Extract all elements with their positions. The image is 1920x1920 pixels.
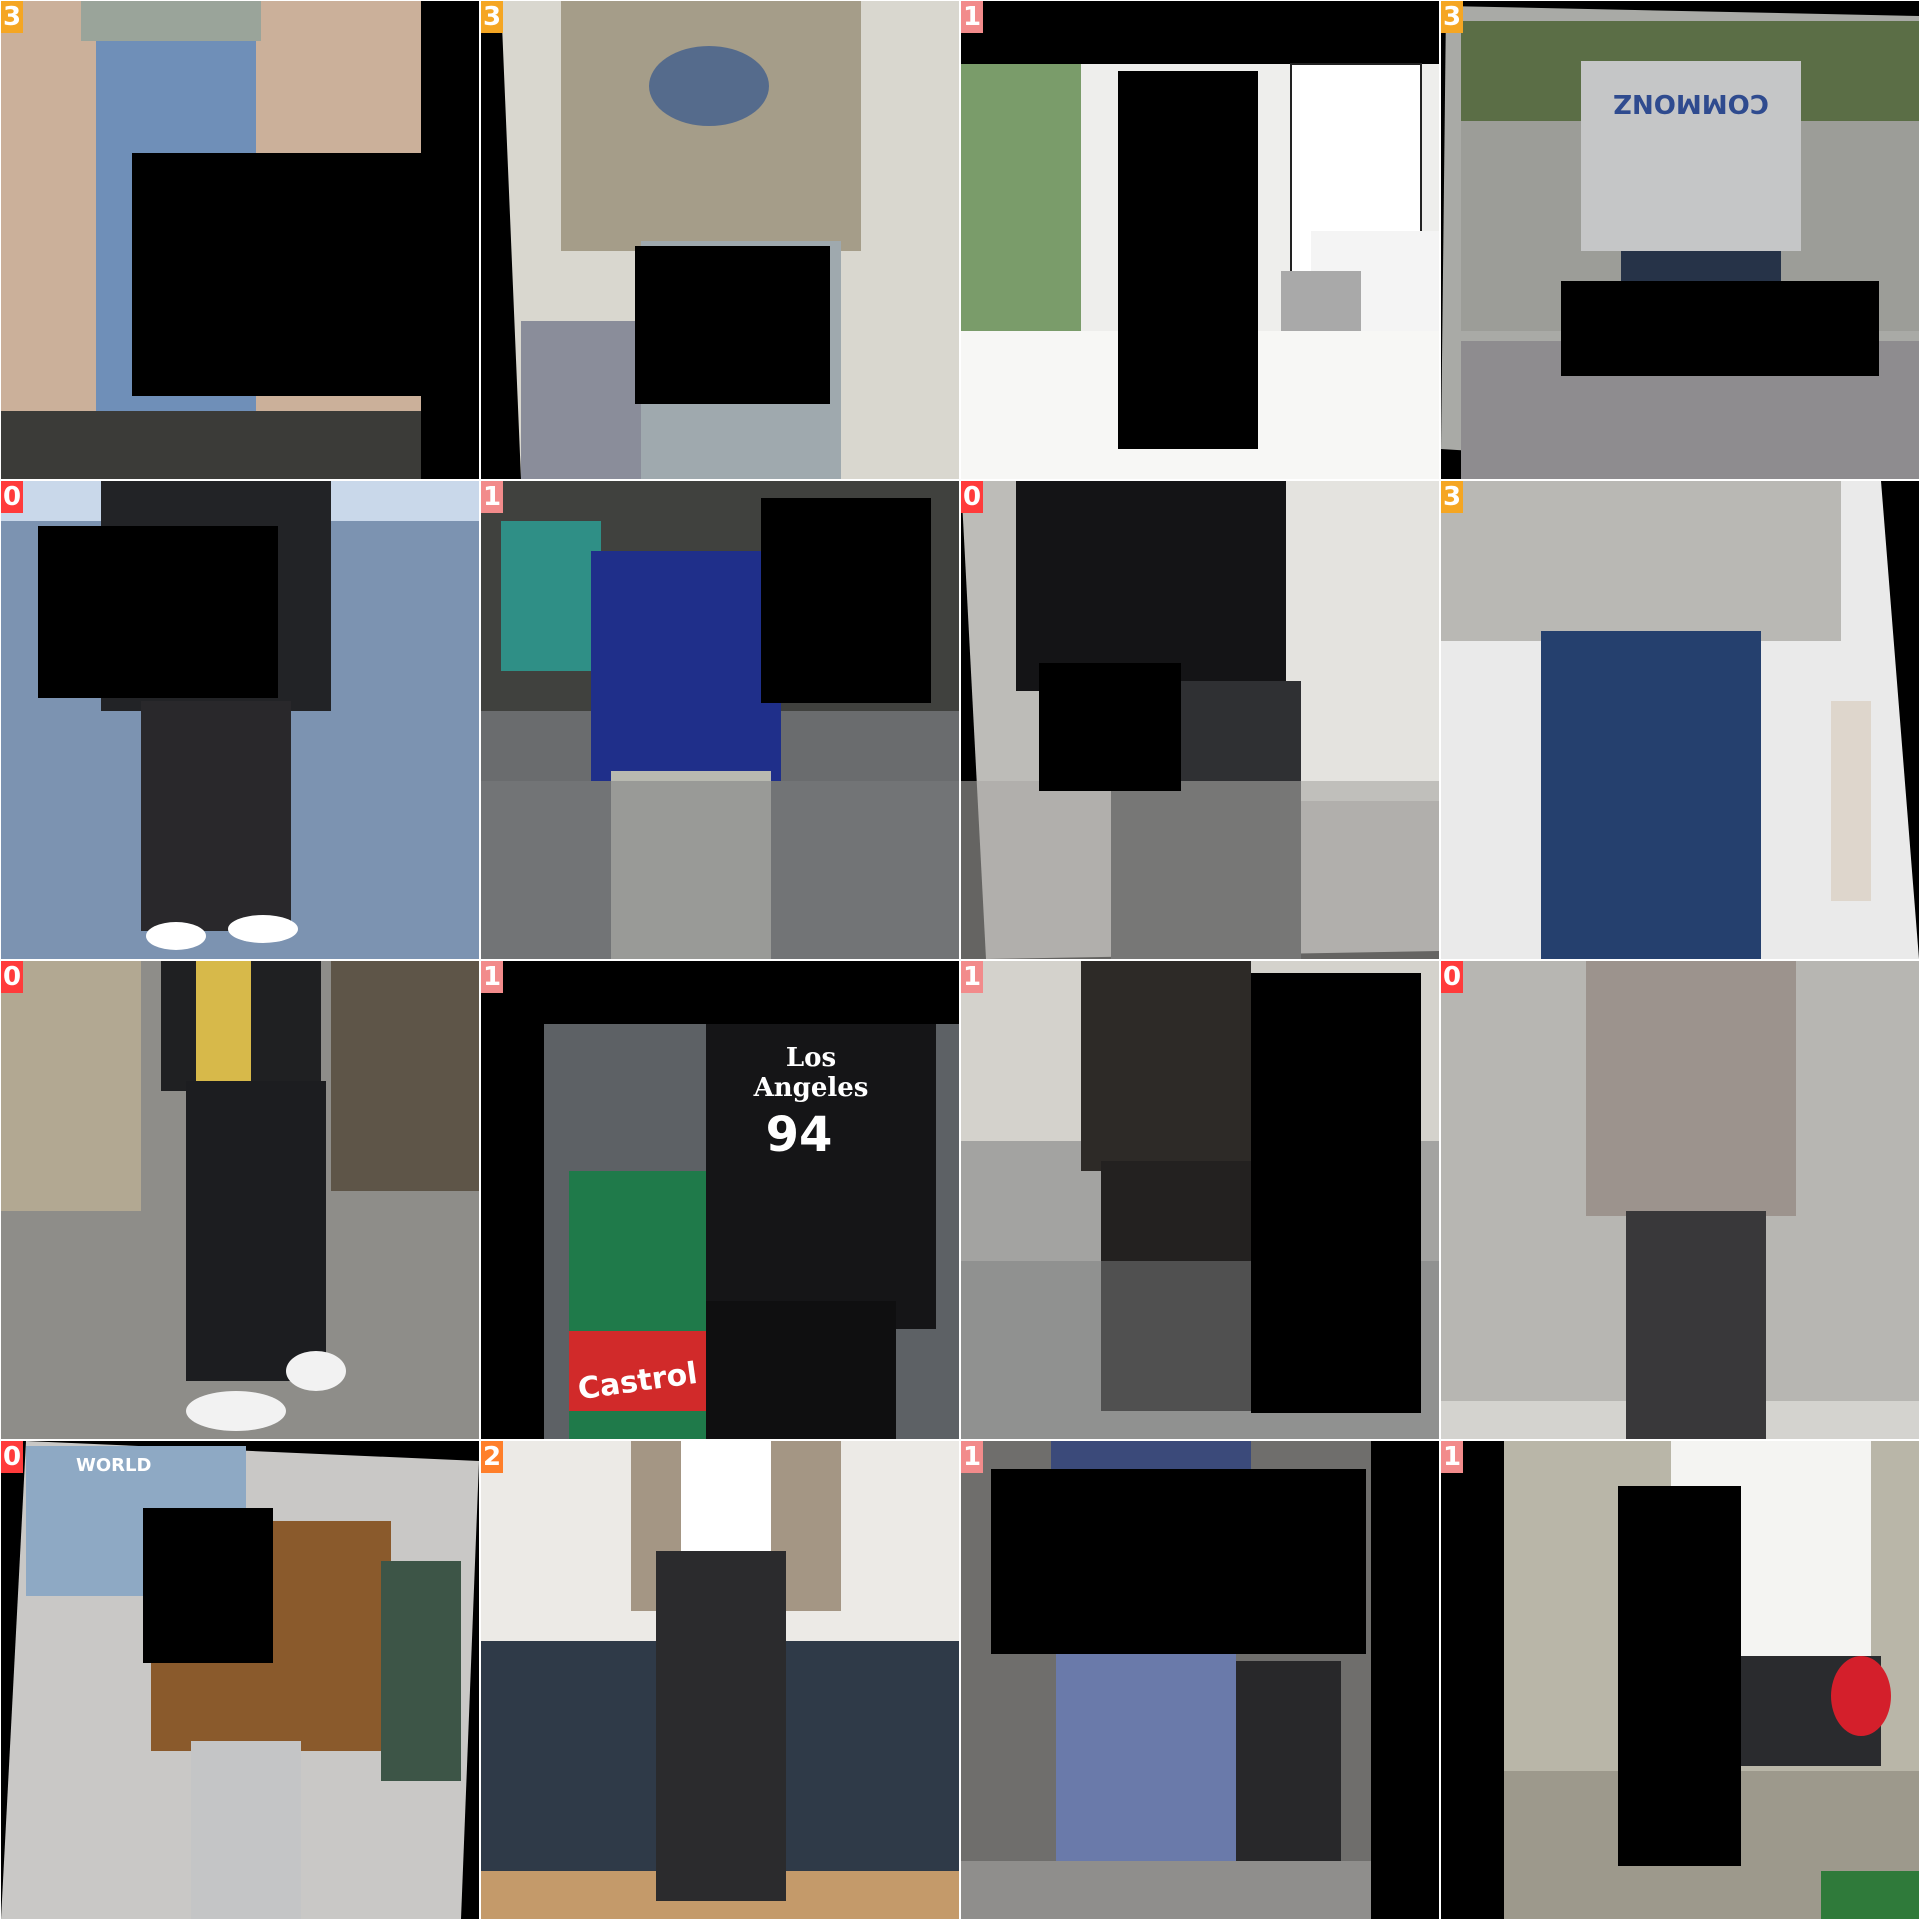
label-badge: 1 <box>961 1 983 33</box>
photo-tile: 3 <box>1 1 479 479</box>
photo-la-jersey-drum: Castrol Los Angeles 94 <box>481 961 959 1439</box>
redaction-box <box>1039 663 1181 791</box>
photo-tile: 1 <box>481 481 959 959</box>
label-badge: 3 <box>1 1 23 33</box>
photo-tile: WORLD 0 <box>1 1441 479 1919</box>
label-badge: 3 <box>1441 1 1463 33</box>
redaction-box <box>1618 1486 1741 1866</box>
photo-tile: 1 <box>961 1441 1439 1919</box>
photo-tile: 0 <box>1 961 479 1439</box>
photo-beige-puffer-concrete <box>1441 961 1919 1439</box>
redaction-box <box>1251 973 1421 1413</box>
redaction-box <box>635 246 830 404</box>
label-badge: 1 <box>961 961 983 993</box>
photo-tile: Castrol Los Angeles 94 1 <box>481 961 959 1439</box>
label-badge: 1 <box>1441 1441 1463 1473</box>
redaction-box <box>1561 281 1879 376</box>
label-badge: 3 <box>1441 481 1463 513</box>
photo-black-puffer-corridor <box>961 481 1439 959</box>
photo-yellow-shirt-black-pants <box>1 961 479 1439</box>
photo-tile: 0 <box>1441 961 1919 1439</box>
label-badge: 1 <box>481 481 503 513</box>
redaction-box <box>132 153 422 396</box>
jersey-text-line2: Angeles <box>753 1073 869 1103</box>
photo-tile: 0 <box>961 481 1439 959</box>
photo-blazer-sofa <box>481 1441 959 1919</box>
label-badge: 0 <box>1441 961 1463 993</box>
photo-tile: 1 <box>961 961 1439 1439</box>
label-badge: 1 <box>481 961 503 993</box>
photo-grey-sweater-jeans <box>1441 481 1919 959</box>
redaction-box <box>143 1508 273 1663</box>
jersey-number-text: 94 <box>766 1107 833 1163</box>
photo-tile: 0 <box>1 481 479 959</box>
label-badge: 0 <box>1 481 23 513</box>
photo-tile: 2 <box>481 1441 959 1919</box>
photo-navy-hoodie <box>481 481 959 959</box>
redaction-box <box>1118 71 1258 449</box>
sweatshirt-print-text: COMMONZ <box>1613 88 1769 118</box>
label-badge: 0 <box>1 1441 23 1473</box>
redaction-box <box>38 526 278 698</box>
label-badge: 2 <box>481 1441 503 1473</box>
photo-tile: COMMONZ 3 <box>1441 1 1919 479</box>
photo-graphic-sweatshirt <box>481 1 959 479</box>
redaction-box <box>761 498 931 703</box>
storefront-sign-text: WORLD <box>76 1455 151 1476</box>
photo-tile: 1 <box>1441 1441 1919 1919</box>
label-badge: 1 <box>961 1441 983 1473</box>
redaction-box <box>991 1469 1366 1654</box>
photo-tile: 3 <box>481 1 959 479</box>
photo-tile: 3 <box>1441 481 1919 959</box>
jersey-text-line1: Los <box>786 1043 836 1073</box>
label-badge: 0 <box>1 961 23 993</box>
label-badge: 3 <box>481 1 503 33</box>
label-badge: 0 <box>961 481 983 513</box>
photo-grey-sweatshirt-street: COMMONZ <box>1441 1 1919 479</box>
photo-tile: 1 <box>961 1 1439 479</box>
